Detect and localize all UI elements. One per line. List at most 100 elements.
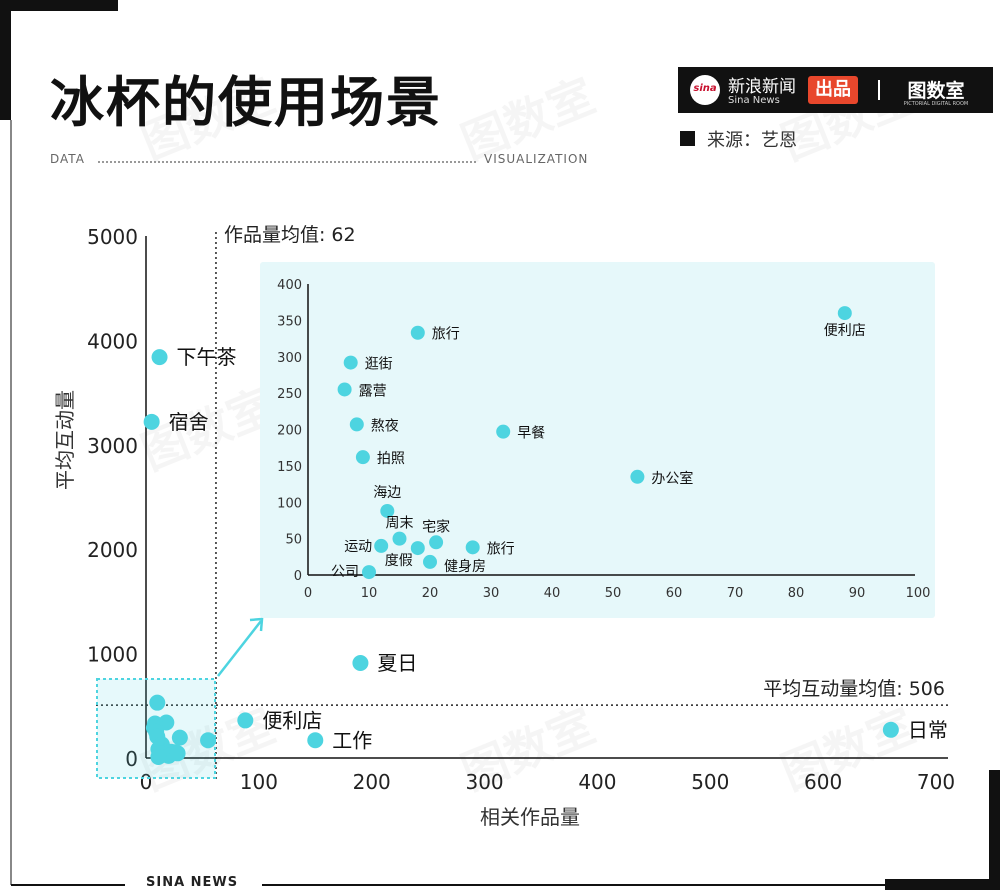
y-tick-label: 0 bbox=[125, 747, 138, 771]
inset-y-tick-label: 0 bbox=[294, 569, 302, 584]
y-tick-label: 4000 bbox=[87, 329, 138, 353]
scatter-point bbox=[151, 349, 168, 366]
corner-bar-top bbox=[0, 0, 118, 11]
inset-x-tick-label: 40 bbox=[544, 586, 561, 601]
inset-y-tick-label: 250 bbox=[277, 387, 302, 402]
y-tick-label: 5000 bbox=[87, 225, 138, 249]
inset-scatter-point bbox=[630, 469, 645, 484]
inset-point-label: 便利店 bbox=[824, 323, 866, 339]
inset-point-label: 早餐 bbox=[517, 426, 545, 442]
footer-brand: SINA NEWS bbox=[146, 875, 239, 890]
inset-x-tick-label: 60 bbox=[666, 586, 683, 601]
inset-x-tick-label: 90 bbox=[849, 586, 866, 601]
y-tick-label: 2000 bbox=[87, 538, 138, 562]
point-label: 便利店 bbox=[262, 708, 322, 732]
page-title: 冰杯的使用场景 bbox=[50, 71, 442, 134]
brand-lab-subtitle: PICTORIAL DIGITAL ROOM bbox=[903, 101, 969, 107]
inset-point-label: 旅行 bbox=[487, 541, 515, 557]
inset-point-label: 度假 bbox=[385, 553, 413, 569]
inset-y-tick-label: 400 bbox=[277, 278, 302, 293]
x-tick-label: 300 bbox=[465, 770, 503, 794]
brand-divider bbox=[878, 80, 880, 100]
scatter-point bbox=[200, 732, 217, 749]
inset-point-label: 逛街 bbox=[365, 357, 393, 373]
inset-scatter-point bbox=[465, 540, 480, 555]
scatter-point bbox=[352, 654, 369, 671]
inset-point-label: 拍照 bbox=[377, 451, 405, 467]
inset-scatter: 0 10 20 30 40 50 60 70 80 90 100 0 50 100 150 200 250 300… bbox=[260, 262, 935, 618]
inset-point-label: 周末 bbox=[386, 516, 414, 532]
point-label: 下午茶 bbox=[177, 345, 237, 369]
source-text: 来源：艺恩 bbox=[707, 130, 797, 151]
y-tick-label: 3000 bbox=[87, 434, 138, 458]
brand-lab-logo: 图数室 bbox=[907, 80, 965, 102]
inset-x-tick-label: 30 bbox=[483, 586, 500, 601]
inset-scatter-point bbox=[355, 450, 370, 465]
point-label: 工作 bbox=[332, 728, 372, 752]
scatter-point bbox=[169, 745, 186, 762]
watermark-text: 图数室 bbox=[774, 698, 922, 800]
corner-bar-right bbox=[989, 770, 1000, 890]
mean-y-label: 平均互动量均值: 506 bbox=[763, 678, 945, 700]
inset-y-tick-label: 100 bbox=[277, 496, 302, 511]
inset-background bbox=[260, 262, 935, 618]
corner-bar-left bbox=[0, 0, 11, 120]
x-axis-title: 相关作品量 bbox=[480, 805, 580, 829]
inset-x-tick-label: 50 bbox=[605, 586, 622, 601]
inset-y-tick-label: 300 bbox=[277, 351, 302, 366]
inset-scatter-point bbox=[423, 554, 437, 569]
source-marker-icon bbox=[680, 131, 695, 146]
inset-x-tick-label: 80 bbox=[788, 586, 805, 601]
inset-x-tick-label: 0 bbox=[304, 586, 312, 601]
zoom-arrow bbox=[217, 620, 262, 677]
x-tick-label: 0 bbox=[140, 770, 153, 794]
inset-y-tick-label: 50 bbox=[285, 533, 302, 548]
inset-point-label: 露营 bbox=[359, 383, 387, 399]
brand-badge: 出品 bbox=[808, 76, 858, 104]
inset-scatter-point bbox=[392, 531, 407, 546]
inset-point-label: 熬夜 bbox=[371, 418, 399, 434]
inset-scatter-point bbox=[362, 565, 376, 580]
x-tick-label: 700 bbox=[917, 770, 955, 794]
inset-scatter-point bbox=[374, 538, 389, 553]
inset-y-tick-label: 200 bbox=[277, 424, 302, 439]
x-tick-label: 200 bbox=[353, 770, 391, 794]
scatter-point bbox=[307, 732, 324, 749]
point-label: 宿舍 bbox=[169, 410, 209, 434]
inset-y-tick-label: 350 bbox=[277, 314, 302, 329]
inset-point-label: 办公室 bbox=[651, 470, 693, 487]
scatter-point bbox=[143, 413, 160, 430]
sina-logo-text: sina bbox=[693, 83, 717, 94]
inset-scatter-point bbox=[410, 325, 425, 340]
tag-divider bbox=[98, 161, 476, 163]
scatter-point bbox=[237, 712, 254, 729]
inset-point-label: 宅家 bbox=[422, 518, 450, 535]
inset-point-label: 健身房 bbox=[444, 559, 486, 575]
mean-x-label: 作品量均值: 62 bbox=[224, 224, 356, 246]
y-axis-title: 平均互动量 bbox=[53, 390, 77, 490]
main-scatter: 0100200300400500600700010002000300040005… bbox=[53, 224, 955, 829]
inset-point-label: 旅行 bbox=[432, 327, 460, 343]
inset-scatter-point bbox=[337, 382, 352, 397]
inset-scatter-point bbox=[429, 535, 444, 550]
point-label: 夏日 bbox=[377, 651, 417, 675]
inset-x-tick-label: 20 bbox=[422, 586, 439, 601]
scatter-point bbox=[149, 694, 166, 711]
y-tick-label: 1000 bbox=[87, 643, 138, 667]
point-label: 日常 bbox=[908, 718, 948, 742]
inset-scatter-point bbox=[410, 541, 425, 556]
inset-point-label: 运动 bbox=[344, 539, 372, 555]
inset-x-tick-label: 100 bbox=[906, 586, 931, 601]
brand-name: 新浪新闻 bbox=[728, 77, 796, 97]
inset-scatter-point bbox=[380, 503, 395, 518]
inset-scatter-point bbox=[496, 424, 511, 439]
inset-point-label: 海边 bbox=[373, 485, 401, 501]
scatter-point bbox=[171, 729, 188, 746]
inset-scatter-point bbox=[343, 355, 358, 370]
inset-y-tick-label: 150 bbox=[277, 460, 302, 475]
sina-logo-icon bbox=[690, 75, 720, 105]
inset-point-label: 公司 bbox=[331, 564, 359, 580]
zoom-arrow-head bbox=[249, 617, 264, 632]
